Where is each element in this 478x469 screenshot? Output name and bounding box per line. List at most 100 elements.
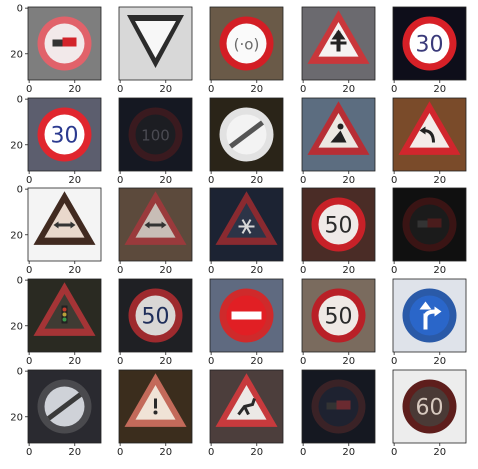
x-tick-label: 20 (159, 447, 172, 458)
x-tick-label: 20 (433, 265, 446, 276)
x-tick-label: 20 (342, 175, 355, 186)
axes-frame (301, 187, 376, 262)
axes-frame (118, 278, 193, 353)
panel-6: 30 0 20 0 20 (10, 95, 102, 186)
x-tick-label: 0 (26, 175, 32, 186)
panel-25: 60 0 20 (391, 369, 467, 458)
x-tick-label: 0 (117, 447, 123, 458)
glyph-bar (231, 311, 262, 320)
panel-23: 0 20 (208, 369, 284, 458)
axes-frame (209, 6, 284, 81)
sign-speed-limit: 100 (128, 107, 183, 162)
sign-text: 60 (416, 396, 444, 421)
axes-frame (301, 97, 376, 172)
glyph-split-arrow (419, 301, 442, 330)
x-tick-label: 0 (391, 175, 397, 186)
axes-frame (392, 278, 467, 353)
x-tick-label: 20 (250, 447, 263, 458)
x-tick-label: 20 (250, 175, 263, 186)
x-tick-label: 0 (391, 356, 397, 367)
x-tick-label: 0 (391, 447, 397, 458)
sign-priority-road-junction (307, 10, 370, 64)
sign-text: 50 (142, 305, 170, 330)
sign-text: 50 (325, 305, 353, 330)
x-tick-label: 20 (159, 175, 172, 186)
sign-speed-limit: 60 (402, 379, 457, 434)
sign-no-overtaking-trucks (402, 197, 457, 252)
x-tick-label: 0 (117, 84, 123, 95)
axes-frame (27, 187, 102, 262)
x-tick-label: 0 (208, 356, 214, 367)
x-tick-label: 20 (433, 356, 446, 367)
x-tick-label: 0 (117, 175, 123, 186)
axes-frame (392, 187, 467, 262)
y-tick-label: 0 (17, 367, 23, 378)
axes-frame (392, 97, 467, 172)
y-tick-label: 20 (10, 49, 23, 60)
sign-speed-limit: 30 (402, 16, 457, 71)
sign-narrowing-road (33, 191, 96, 245)
x-tick-label: 20 (68, 265, 81, 276)
axes-frame (392, 6, 467, 81)
axes-frame (118, 187, 193, 262)
sign-yield (127, 15, 184, 68)
glyph-curve (419, 126, 435, 143)
panel-24: 0 20 (300, 369, 376, 458)
y-tick-label: 20 (10, 230, 23, 241)
axes-frame (301, 6, 376, 81)
glyph-slash (229, 120, 264, 149)
axes-frame (209, 369, 284, 444)
panel-14: 50 0 20 (300, 187, 376, 276)
sign-end-of-restrictions (37, 379, 92, 434)
x-tick-label: 20 (342, 84, 355, 95)
axes-frame (392, 369, 467, 444)
panel-11: 0 20 0 20 (10, 185, 102, 276)
glyph-truck (326, 400, 351, 410)
x-tick-label: 0 (117, 356, 123, 367)
x-tick-label: 0 (117, 265, 123, 276)
sign-deer-crossing (215, 373, 278, 427)
glyph-truck (417, 218, 442, 228)
axes-frame (27, 97, 102, 172)
axes-frame (301, 278, 376, 353)
x-tick-label: 0 (208, 265, 214, 276)
panel-7: 100 0 20 (117, 97, 193, 186)
y-tick-label: 0 (17, 185, 23, 196)
sign-speed-limit: 50 (311, 197, 366, 252)
sign-text: (·o) (234, 36, 260, 54)
x-tick-label: 20 (433, 175, 446, 186)
glyph-deer (237, 398, 256, 416)
x-tick-label: 20 (68, 447, 81, 458)
panel-9: 0 20 (300, 97, 376, 186)
sign-mandatory-straight-right (402, 288, 457, 343)
axes-frame (118, 97, 193, 172)
glyph-worker (330, 123, 347, 143)
y-tick-label: 0 (17, 95, 23, 106)
sign-text: 50 (325, 214, 353, 239)
x-tick-label: 20 (68, 356, 81, 367)
panel-19: 50 0 20 (300, 278, 376, 367)
panel-18: 0 20 (208, 278, 284, 367)
x-tick-label: 20 (250, 265, 263, 276)
y-tick-label: 20 (10, 140, 23, 151)
x-tick-label: 20 (433, 447, 446, 458)
x-tick-label: 20 (342, 356, 355, 367)
x-tick-label: 0 (391, 84, 397, 95)
x-tick-label: 20 (159, 265, 172, 276)
x-tick-label: 0 (300, 447, 306, 458)
x-tick-label: 20 (250, 84, 263, 95)
sign-road-work (307, 101, 370, 155)
axes-frame (301, 369, 376, 444)
panel-16: 0 20 0 20 (10, 276, 102, 367)
panel-12: 0 20 (117, 187, 193, 276)
x-tick-label: 0 (391, 265, 397, 276)
glyph-arrows (144, 221, 167, 229)
x-tick-label: 20 (159, 356, 172, 367)
glyph-snowflake (238, 219, 255, 234)
sign-end-no-overtaking (219, 107, 274, 162)
x-tick-label: 0 (300, 84, 306, 95)
panel-2: 0 20 (117, 6, 193, 95)
axes-frame (209, 278, 284, 353)
x-tick-label: 0 (300, 356, 306, 367)
